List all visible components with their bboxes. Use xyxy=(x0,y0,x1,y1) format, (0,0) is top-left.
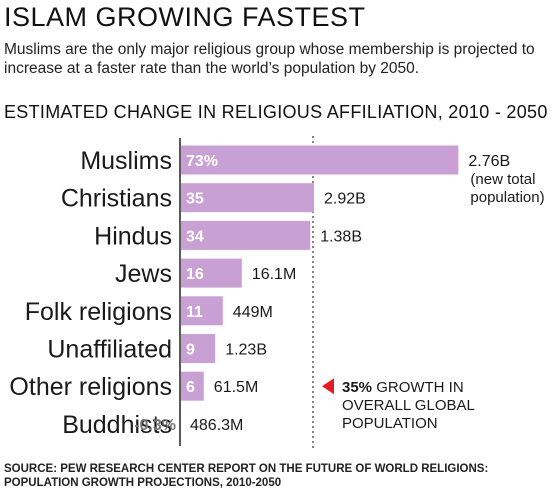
chart-title: ISLAM GROWING FASTEST xyxy=(4,2,366,32)
source-note: SOURCE: PEW RESEARCH CENTER REPORT ON TH… xyxy=(4,462,556,490)
total-note-line: (new total xyxy=(470,171,535,188)
category-label: Unaffiliated xyxy=(47,336,172,364)
reference-annotation-line: POPULATION xyxy=(342,415,438,432)
bar xyxy=(181,220,311,250)
value-label: 16 xyxy=(186,266,204,283)
total-label: 2.92B xyxy=(324,191,366,208)
section-heading: ESTIMATED CHANGE IN RELIGIOUS AFFILIATIO… xyxy=(4,102,548,122)
reference-annotation-bold: 35% xyxy=(342,379,372,396)
category-label: Muslims xyxy=(80,147,172,175)
total-label: 486.3M xyxy=(190,417,243,434)
category-label: Hindus xyxy=(94,222,172,250)
total-label: 1.23B xyxy=(225,342,267,359)
reference-annotation-line: OVERALL GLOBAL xyxy=(342,397,475,414)
category-label: Jews xyxy=(115,260,172,288)
value-label: 73% xyxy=(186,153,218,170)
total-label: 449M xyxy=(233,304,273,321)
category-label: Christians xyxy=(61,185,172,213)
bar xyxy=(181,183,314,213)
bar xyxy=(181,145,459,175)
value-label: 9 xyxy=(186,342,195,359)
bar xyxy=(181,334,216,363)
bar xyxy=(181,296,223,326)
value-label: 11 xyxy=(186,304,203,321)
reference-annotation-line: 35% GROWTH IN xyxy=(342,379,464,396)
value-label: 35 xyxy=(186,191,204,208)
total-label: 61.5M xyxy=(214,379,258,396)
source-line: POPULATION GROWTH PROJECTIONS, 2010-2050 xyxy=(4,477,282,489)
total-label: 2.76B xyxy=(468,153,510,170)
reference-marker-icon xyxy=(322,378,334,395)
category-label: Folk religions xyxy=(25,298,172,326)
category-label: Other religions xyxy=(9,373,172,401)
bar xyxy=(181,258,242,288)
total-label: 16.1M xyxy=(252,266,296,283)
value-label: 34 xyxy=(186,228,204,245)
bar xyxy=(181,371,204,401)
source-line: SOURCE: PEW RESEARCH CENTER REPORT ON TH… xyxy=(4,463,489,475)
reference-annotation-rest: GROWTH IN xyxy=(372,379,464,396)
total-label: 1.38B xyxy=(320,228,362,245)
value-label: 6 xyxy=(186,379,195,396)
total-note-line: population) xyxy=(470,189,544,206)
chart-subtitle: Muslims are the only major religious gro… xyxy=(4,41,535,77)
value-label: -0.3% xyxy=(134,417,176,434)
category-label: Buddhists xyxy=(62,411,172,439)
